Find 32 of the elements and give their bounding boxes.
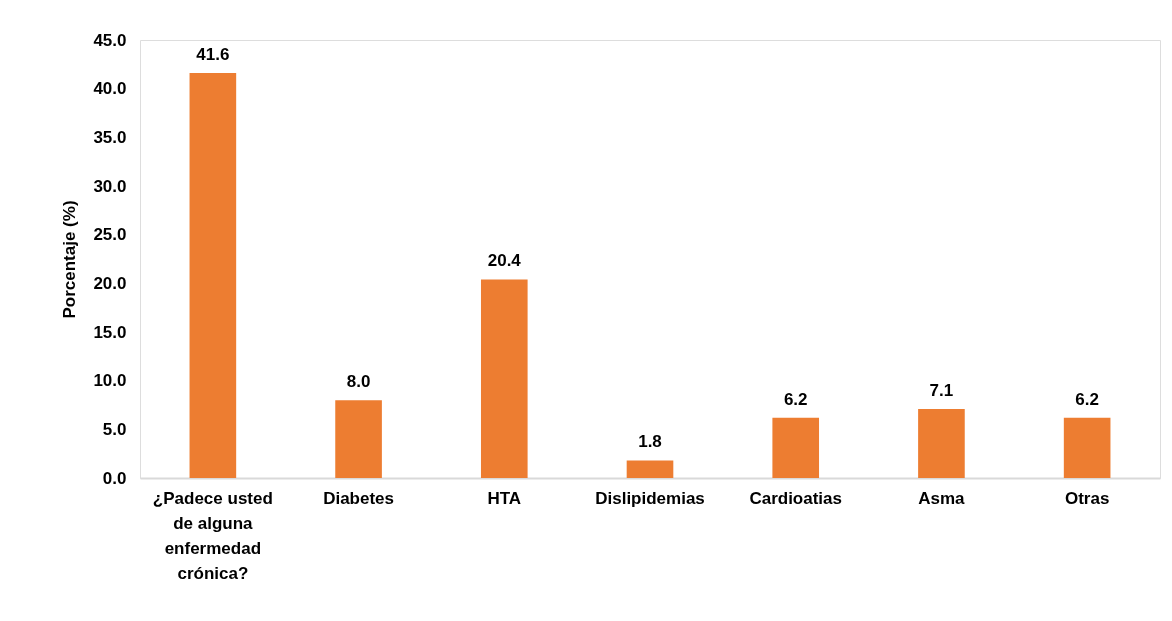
bar [189, 73, 237, 478]
bar [335, 400, 382, 478]
y-tick-label: 45.0 [93, 30, 127, 50]
x-tick-label: Diabetes [323, 488, 395, 508]
y-tick-label: 35.0 [93, 127, 127, 147]
data-label: 1.8 [638, 432, 662, 452]
bar [1063, 417, 1111, 478]
data-label: 6.2 [1075, 389, 1099, 409]
y-tick-label: 15.0 [93, 322, 127, 342]
y-tick-label: 5.0 [102, 419, 127, 439]
data-label: 41.6 [196, 45, 230, 65]
y-tick-label: 30.0 [93, 176, 127, 196]
x-tick-label: Asma [918, 488, 966, 508]
bar [626, 460, 674, 478]
bar [772, 417, 820, 478]
data-label: 7.1 [929, 380, 954, 400]
data-label: 20.4 [487, 251, 522, 271]
x-tick-label: Dislipidemias [595, 488, 705, 508]
y-axis-title: Porcentaje (%) [60, 200, 80, 319]
x-tick-label: ¿Padece usted de alguna enfermedad crónica? [152, 488, 273, 583]
data-label: 8.0 [346, 372, 371, 392]
x-tick-label: HTA [487, 488, 522, 508]
y-tick-label: 20.0 [93, 273, 127, 293]
bar [480, 279, 528, 478]
y-tick-label: 25.0 [93, 225, 127, 245]
x-tick-label: Cardioatias [749, 488, 843, 508]
y-tick-label: 40.0 [93, 79, 127, 99]
y-tick-label: 0.0 [102, 468, 127, 488]
bar [918, 408, 965, 478]
data-label: 6.2 [783, 389, 808, 409]
y-tick-label: 10.0 [93, 371, 127, 391]
x-tick-label: Otras [1064, 488, 1110, 508]
